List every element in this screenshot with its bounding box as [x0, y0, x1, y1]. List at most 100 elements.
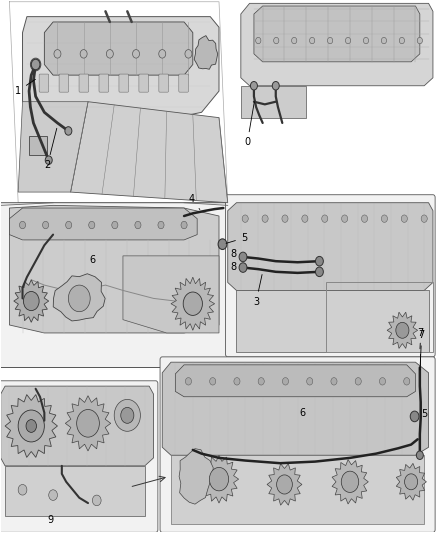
FancyBboxPatch shape — [0, 381, 158, 532]
Circle shape — [218, 239, 227, 249]
Text: 6: 6 — [300, 408, 306, 418]
FancyBboxPatch shape — [119, 74, 129, 92]
Text: 4: 4 — [188, 193, 200, 209]
Circle shape — [23, 292, 39, 311]
Polygon shape — [175, 365, 416, 397]
Circle shape — [381, 215, 388, 222]
Circle shape — [321, 215, 328, 222]
Circle shape — [417, 37, 423, 44]
Circle shape — [68, 285, 90, 312]
Circle shape — [239, 263, 247, 272]
Circle shape — [33, 61, 38, 68]
Circle shape — [310, 37, 315, 44]
Circle shape — [183, 292, 202, 316]
Circle shape — [328, 37, 333, 44]
Polygon shape — [332, 459, 368, 504]
FancyBboxPatch shape — [139, 74, 148, 92]
Text: 7: 7 — [418, 328, 424, 349]
Circle shape — [381, 37, 387, 44]
Circle shape — [185, 377, 191, 385]
FancyBboxPatch shape — [29, 136, 46, 155]
Circle shape — [342, 215, 348, 222]
Circle shape — [133, 50, 140, 58]
Circle shape — [42, 221, 49, 229]
Polygon shape — [237, 290, 428, 352]
Circle shape — [30, 58, 41, 71]
Circle shape — [256, 37, 261, 44]
Polygon shape — [267, 464, 302, 505]
FancyBboxPatch shape — [99, 74, 109, 92]
Circle shape — [54, 50, 61, 58]
FancyBboxPatch shape — [226, 195, 435, 357]
Circle shape — [112, 221, 118, 229]
Circle shape — [251, 82, 258, 90]
Polygon shape — [171, 277, 215, 330]
Polygon shape — [1, 386, 153, 466]
Circle shape — [262, 215, 268, 222]
Circle shape — [77, 409, 99, 437]
FancyBboxPatch shape — [79, 74, 88, 92]
Circle shape — [239, 252, 247, 262]
Circle shape — [234, 377, 240, 385]
Polygon shape — [10, 208, 197, 240]
Circle shape — [18, 484, 27, 495]
Circle shape — [302, 215, 308, 222]
Text: 2: 2 — [44, 128, 57, 170]
FancyBboxPatch shape — [160, 357, 435, 532]
Polygon shape — [241, 86, 306, 118]
Polygon shape — [53, 274, 105, 321]
Circle shape — [346, 37, 351, 44]
Text: 7: 7 — [419, 330, 425, 370]
Circle shape — [331, 377, 337, 385]
Polygon shape — [396, 463, 426, 500]
Polygon shape — [171, 455, 424, 524]
Circle shape — [417, 451, 424, 459]
Circle shape — [315, 267, 323, 277]
Circle shape — [210, 377, 216, 385]
Circle shape — [80, 50, 87, 58]
Circle shape — [18, 410, 44, 442]
Polygon shape — [10, 205, 219, 333]
Circle shape — [65, 127, 72, 135]
Circle shape — [258, 377, 264, 385]
Polygon shape — [18, 102, 88, 192]
Polygon shape — [199, 455, 239, 503]
Circle shape — [159, 50, 166, 58]
Polygon shape — [194, 36, 218, 69]
Circle shape — [410, 411, 419, 422]
Circle shape — [242, 215, 248, 222]
Polygon shape — [5, 394, 57, 457]
Polygon shape — [14, 280, 49, 322]
Circle shape — [401, 215, 407, 222]
Circle shape — [49, 490, 57, 500]
Circle shape — [396, 322, 409, 338]
Circle shape — [31, 59, 40, 70]
FancyBboxPatch shape — [0, 203, 230, 368]
Circle shape — [158, 221, 164, 229]
Circle shape — [404, 377, 410, 385]
Circle shape — [364, 37, 369, 44]
Polygon shape — [228, 203, 433, 290]
Polygon shape — [123, 256, 219, 333]
Text: 9: 9 — [48, 515, 54, 525]
Circle shape — [89, 221, 95, 229]
Text: 8: 8 — [231, 249, 237, 259]
Circle shape — [19, 221, 25, 229]
Polygon shape — [5, 466, 145, 516]
Circle shape — [355, 377, 361, 385]
Circle shape — [114, 399, 141, 431]
Polygon shape — [65, 395, 111, 451]
Text: 5: 5 — [226, 233, 247, 244]
FancyBboxPatch shape — [59, 74, 69, 92]
FancyBboxPatch shape — [159, 74, 169, 92]
Circle shape — [405, 474, 418, 490]
Text: 5: 5 — [422, 409, 428, 419]
Polygon shape — [254, 6, 420, 62]
Circle shape — [26, 419, 36, 432]
Circle shape — [121, 407, 134, 423]
Circle shape — [399, 37, 405, 44]
Polygon shape — [162, 362, 428, 455]
Circle shape — [421, 215, 427, 222]
Circle shape — [209, 467, 229, 491]
Text: 0: 0 — [244, 102, 254, 147]
